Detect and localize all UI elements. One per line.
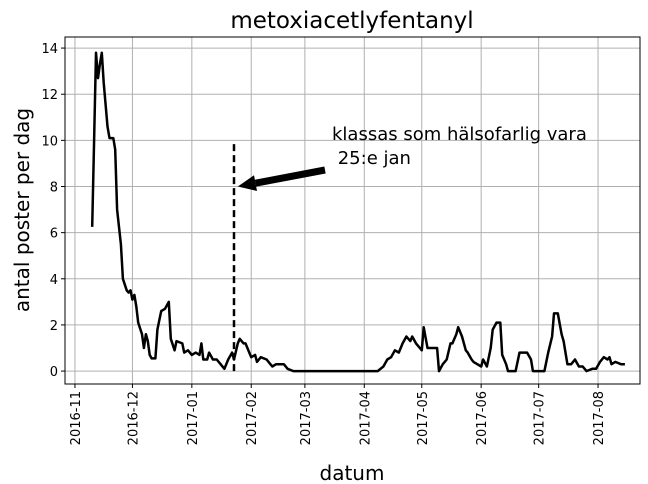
x-tick-label: 2017-04 <box>358 391 373 445</box>
x-tick-label: 2017-06 <box>475 391 490 445</box>
y-tick-label: 10 <box>41 134 58 149</box>
x-tick-label: 2017-01 <box>186 391 201 445</box>
y-tick-label: 2 <box>50 319 58 334</box>
y-axis-label: antal poster per dag <box>10 108 34 312</box>
y-tick-label: 8 <box>50 181 58 196</box>
chart-title: metoxiacetlyfentanyl <box>230 8 473 34</box>
annotation-arrow <box>254 166 326 187</box>
annotation-arrowhead <box>237 175 257 192</box>
x-tick-label: 2017-08 <box>592 391 607 445</box>
x-tick-label: 2017-03 <box>299 391 314 445</box>
data-line <box>90 51 625 373</box>
x-tick-label: 2016-12 <box>126 391 141 445</box>
y-tick-label: 14 <box>41 42 58 57</box>
y-tick-label: 4 <box>50 273 58 288</box>
x-tick-label: 2016-11 <box>69 391 84 445</box>
x-tick-label: 2017-07 <box>533 391 548 445</box>
y-tick-label: 12 <box>41 88 58 103</box>
x-tick-label: 2017-05 <box>416 391 431 445</box>
x-axis-label: datum <box>320 461 385 484</box>
annotation-text: klassas som hälsofarlig vara <box>332 124 587 145</box>
y-tick-label: 0 <box>50 365 58 380</box>
x-tick-label: 2017-02 <box>245 391 260 445</box>
plot-frame <box>64 36 641 385</box>
y-tick-label: 6 <box>50 227 58 242</box>
annotation-text: 25:e jan <box>332 148 411 169</box>
